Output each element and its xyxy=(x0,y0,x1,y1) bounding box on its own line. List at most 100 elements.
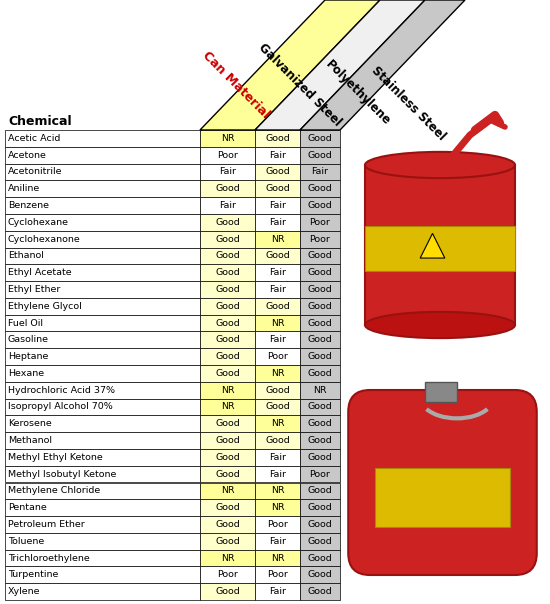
Text: Good: Good xyxy=(307,587,332,596)
Bar xyxy=(300,265,340,281)
Bar xyxy=(300,349,340,365)
Bar xyxy=(5,197,200,214)
Bar xyxy=(5,466,200,483)
Text: Good: Good xyxy=(307,134,332,143)
Bar xyxy=(255,533,300,550)
Bar xyxy=(300,231,340,248)
Bar xyxy=(255,315,300,332)
Text: Acetic Acid: Acetic Acid xyxy=(8,134,60,143)
Bar xyxy=(5,365,200,382)
Ellipse shape xyxy=(365,152,515,178)
Text: Good: Good xyxy=(307,402,332,411)
Bar xyxy=(200,315,255,332)
Text: NR: NR xyxy=(221,486,234,495)
Bar xyxy=(200,500,255,516)
Text: Fair: Fair xyxy=(269,537,286,546)
Text: Poor: Poor xyxy=(310,218,331,227)
Text: Good: Good xyxy=(215,419,240,428)
Text: Poor: Poor xyxy=(310,469,331,478)
Bar xyxy=(200,281,255,298)
Text: Toluene: Toluene xyxy=(8,537,44,546)
Bar xyxy=(5,449,200,466)
Text: Good: Good xyxy=(215,369,240,378)
Bar xyxy=(200,533,255,550)
Text: Poor: Poor xyxy=(217,150,238,159)
Text: NR: NR xyxy=(271,234,284,243)
Bar xyxy=(255,147,300,164)
Text: Xylene: Xylene xyxy=(8,587,41,596)
Text: Methyl Ethyl Ketone: Methyl Ethyl Ketone xyxy=(8,453,103,462)
Text: NR: NR xyxy=(271,486,284,495)
Text: Acetonitrile: Acetonitrile xyxy=(8,167,63,176)
Text: Good: Good xyxy=(215,318,240,327)
Bar xyxy=(5,550,200,567)
Text: Good: Good xyxy=(215,218,240,227)
Bar xyxy=(300,298,340,315)
Bar xyxy=(200,265,255,281)
Bar xyxy=(255,281,300,298)
Bar xyxy=(5,248,200,265)
Bar xyxy=(5,483,200,500)
Text: Poor: Poor xyxy=(267,570,288,579)
Bar xyxy=(5,130,200,147)
Text: Good: Good xyxy=(215,453,240,462)
Bar xyxy=(200,432,255,449)
Text: Fair: Fair xyxy=(269,453,286,462)
Text: Ethyl Acetate: Ethyl Acetate xyxy=(8,268,72,277)
Text: Fair: Fair xyxy=(219,201,236,210)
Bar xyxy=(300,483,340,500)
Bar xyxy=(365,165,515,325)
Text: Good: Good xyxy=(307,285,332,294)
Text: Good: Good xyxy=(265,251,290,260)
Text: Good: Good xyxy=(307,268,332,277)
Polygon shape xyxy=(255,0,425,130)
Text: Good: Good xyxy=(307,520,332,529)
Text: Ethanol: Ethanol xyxy=(8,251,44,260)
Bar xyxy=(300,583,340,600)
Bar xyxy=(255,248,300,265)
Bar xyxy=(5,164,200,181)
Bar xyxy=(300,550,340,567)
Text: Fair: Fair xyxy=(269,469,286,478)
Text: Ethyl Ether: Ethyl Ether xyxy=(8,285,60,294)
Text: Ethylene Glycol: Ethylene Glycol xyxy=(8,302,82,310)
Bar xyxy=(255,181,300,197)
Text: Poor: Poor xyxy=(267,520,288,529)
Text: NR: NR xyxy=(221,386,234,394)
Bar xyxy=(5,181,200,197)
Bar xyxy=(255,399,300,416)
Bar xyxy=(255,365,300,382)
Text: Good: Good xyxy=(215,335,240,344)
Text: Fair: Fair xyxy=(269,150,286,159)
Bar xyxy=(200,349,255,365)
Bar xyxy=(255,349,300,365)
Text: Good: Good xyxy=(265,184,290,193)
Text: Poor: Poor xyxy=(267,352,288,361)
Polygon shape xyxy=(420,233,445,258)
Text: Petroleum Ether: Petroleum Ether xyxy=(8,520,85,529)
Text: Good: Good xyxy=(265,402,290,411)
Text: Good: Good xyxy=(215,503,240,512)
Bar xyxy=(255,516,300,533)
Bar xyxy=(200,164,255,181)
Text: NR: NR xyxy=(271,503,284,512)
Bar xyxy=(255,382,300,399)
Bar xyxy=(200,147,255,164)
Bar xyxy=(375,467,510,527)
Bar xyxy=(5,281,200,298)
Bar xyxy=(300,315,340,332)
Text: NR: NR xyxy=(221,553,234,562)
Text: Good: Good xyxy=(307,537,332,546)
Text: Fair: Fair xyxy=(269,201,286,210)
Bar xyxy=(300,399,340,416)
Text: NR: NR xyxy=(221,134,234,143)
Text: Good: Good xyxy=(215,234,240,243)
Text: Good: Good xyxy=(215,436,240,445)
Bar xyxy=(5,432,200,449)
Text: Good: Good xyxy=(265,386,290,394)
Text: Good: Good xyxy=(307,251,332,260)
Bar xyxy=(365,226,515,271)
Bar xyxy=(300,281,340,298)
FancyBboxPatch shape xyxy=(348,390,537,575)
Bar xyxy=(300,449,340,466)
